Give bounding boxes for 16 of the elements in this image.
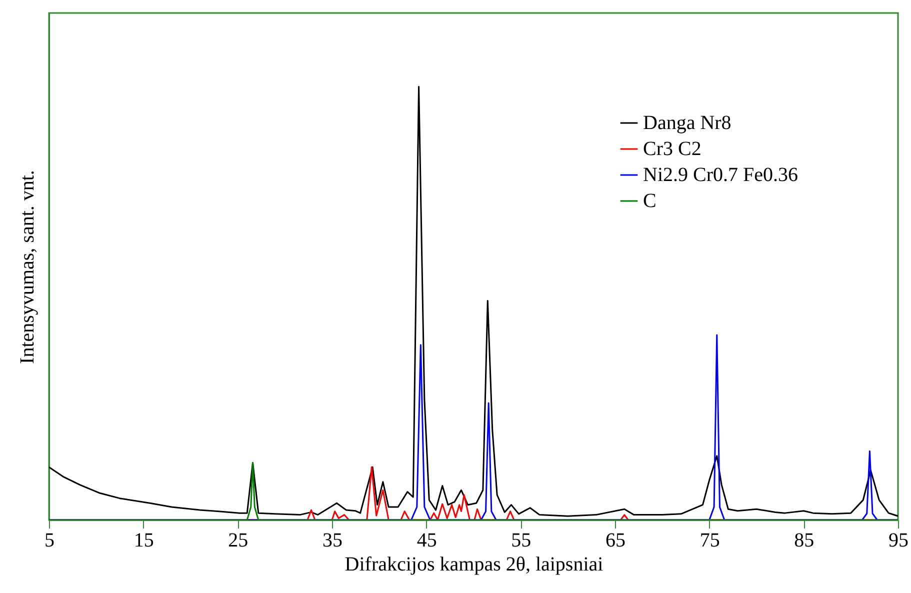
x-tick-label: 75 — [700, 530, 720, 552]
x-tick-label: 45 — [416, 530, 437, 552]
x-tick-label: 65 — [606, 530, 626, 552]
x-tick-label: 5 — [44, 530, 54, 552]
x-tick-label: 85 — [794, 530, 814, 552]
x-tick-label: 35 — [322, 530, 342, 552]
x-tick-label: 55 — [511, 530, 532, 552]
x-tick-label: 95 — [888, 530, 908, 552]
legend-label: Ni2.9 Cr0.7 Fe0.36 — [643, 164, 798, 186]
legend-label: Cr3 C2 — [643, 138, 702, 160]
x-tick-label: 15 — [134, 530, 154, 552]
y-axis-title: Intensyvumas, sant. vnt. — [16, 170, 38, 364]
legend-label: Danga Nr8 — [643, 112, 732, 134]
x-axis-title: Difrakcijos kampas 2θ, laipsniai — [344, 554, 604, 576]
x-tick-label: 25 — [228, 530, 248, 552]
legend-label: C — [643, 190, 656, 212]
